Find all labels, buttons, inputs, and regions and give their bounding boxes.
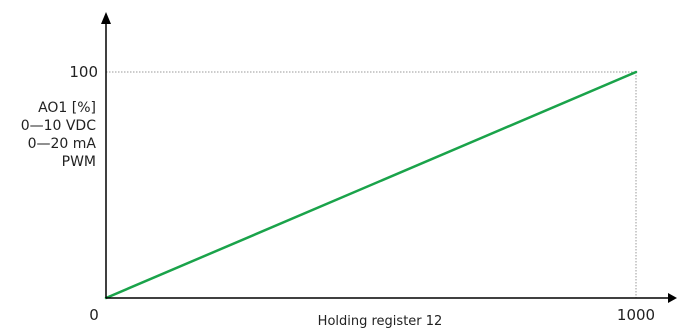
y-tick-label: 100 [69,63,98,81]
x-axis-arrow-icon [668,293,677,303]
y-axis-label-line: 0—10 VDC [21,118,97,134]
reference-lines [106,71,637,298]
series-group [104,70,638,300]
series-line [104,70,638,300]
axes [101,12,677,303]
origin-tick-label: 0 [89,306,99,324]
x-tick-labels: 1000 [617,306,655,324]
y-tick-labels: 100 [69,63,98,81]
x-tick-label: 1000 [617,306,655,324]
y-axis-label-line: AO1 [%] [38,100,96,116]
y-axis-label-line: 0—20 mA [28,136,97,152]
y-axis-label: AO1 [%] 0—10 VDC 0—20 mA PWM [21,100,97,170]
y-axis-label-line: PWM [62,154,96,170]
y-axis-arrow-icon [101,12,111,24]
x-axis-label: Holding register 12 [318,314,443,329]
